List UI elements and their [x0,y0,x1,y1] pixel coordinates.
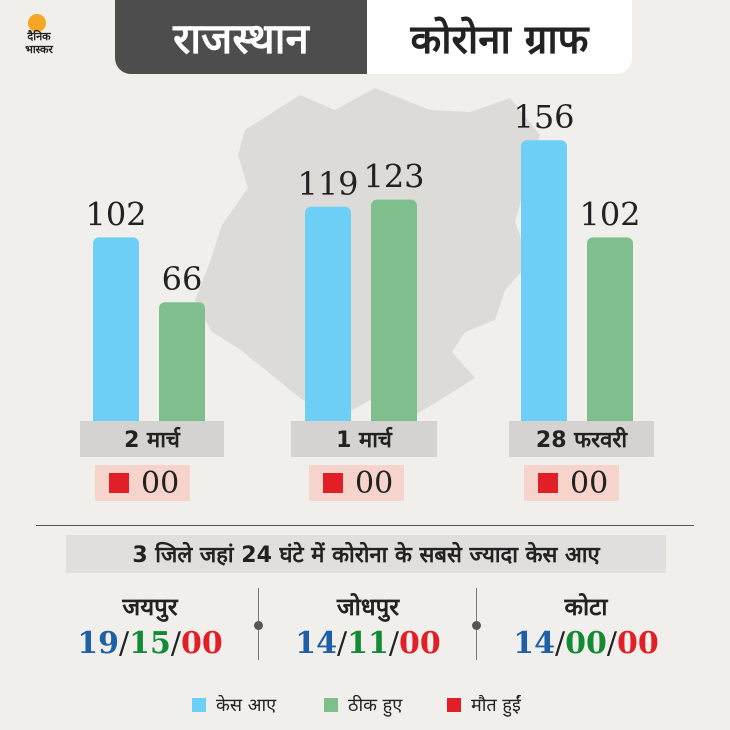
death-value-2: 00 [355,465,394,501]
district-deaths: 00 [398,626,441,661]
district-cases: 19 [77,626,120,661]
legend-deaths: मौत हुईं [447,692,521,718]
bar-recovered-3 [587,237,633,427]
district-cases: 14 [513,626,556,661]
district-name: जोधपुर [336,593,400,621]
legend-recovered-swatch [324,698,338,712]
district-subheading: 3 जिले जहां 24 घंटे में कोरोना के सबसे ज… [66,535,666,573]
death-value-3: 00 [570,465,609,501]
legend-recovered-label: ठीक हुए [348,695,403,716]
district-stats: 14/11/00 [295,626,441,661]
district-name: जयपुर [122,593,178,621]
value-label-recovered-2: 123 [363,158,424,196]
date-label-2: 1 मार्च [291,421,437,457]
legend-cases: केस आए [192,692,276,718]
title-graph: कोरोना ग्राफ [367,0,632,74]
district-cases: 14 [295,626,338,661]
value-label-recovered-1: 66 [162,260,203,298]
separator-dot [254,621,263,630]
value-label-recovered-3: 102 [579,195,640,233]
death-square-icon [323,473,343,493]
district-deaths: 00 [180,626,223,661]
bar-cases-2 [305,206,351,427]
district-deaths: 00 [616,626,659,661]
sun-icon [28,14,46,32]
logo-line-2: भास्कर [25,43,53,56]
death-square-icon [538,473,558,493]
legend-deaths-swatch [447,698,461,712]
district-kota: कोटा 14/00/00 [476,590,696,670]
rajasthan-map-silhouette [195,88,540,420]
legend-cases-swatch [192,698,206,712]
title-state: राजस्थान [115,0,367,74]
district-stats: 14/00/00 [513,626,659,661]
bar-recovered-1 [159,302,205,427]
death-square-icon [109,473,129,493]
death-count-1: 00 [95,465,190,501]
district-recovered: 15 [129,626,171,661]
legend-recovered: ठीक हुए [324,692,402,718]
bar-recovered-2 [371,199,417,427]
date-label-1: 2 मार्च [80,421,224,457]
district-stats: 19/15/00 [77,626,223,661]
value-label-cases-3: 156 [513,98,574,136]
district-jaipur: जयपुर 19/15/00 [40,590,260,670]
death-value-1: 00 [141,465,180,501]
bar-cases-3 [521,140,567,427]
dainik-bhaskar-logo: दैनिक भास्कर [10,14,68,64]
value-label-cases-1: 102 [85,195,146,233]
district-recovered: 00 [565,626,607,661]
death-count-2: 00 [309,465,404,501]
logo-line-1: दैनिक [27,30,51,43]
legend-cases-label: केस आए [216,695,277,716]
district-jodhpur: जोधपुर 14/11/00 [258,590,478,670]
district-recovered: 11 [347,626,389,661]
district-name: कोटा [564,593,608,621]
legend-deaths-label: मौत हुईं [471,695,521,716]
date-label-3: 28 फरवरी [509,421,654,457]
separator-dot [472,621,481,630]
section-divider [36,525,694,526]
bar-cases-1 [93,237,139,427]
value-label-cases-2: 119 [297,165,358,203]
death-count-3: 00 [524,465,619,501]
